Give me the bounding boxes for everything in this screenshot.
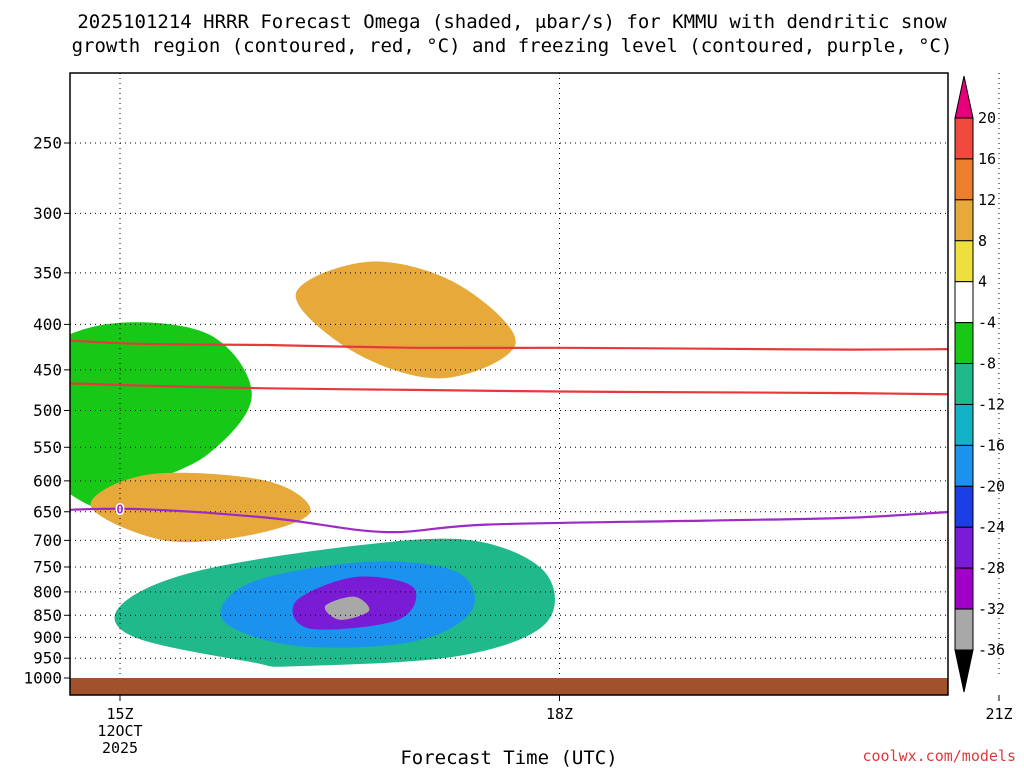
colorbar-label-4: 4 <box>978 273 987 291</box>
x-tick-label-15Z-0: 15Z <box>106 705 133 723</box>
y-tick-label-350: 350 <box>33 263 62 282</box>
y-tick-label-750: 750 <box>33 557 62 576</box>
x-axis-label: Forecast Time (UTC) <box>400 747 617 768</box>
title-line-2: growth region (contoured, red, °C) and f… <box>72 35 953 57</box>
colorbar-band-11 <box>954 567 974 610</box>
colorbar-band-6 <box>954 363 974 405</box>
x-tick-label-21Z-0: 21Z <box>985 705 1012 723</box>
colorbar-label-7: -12 <box>978 395 1005 413</box>
title-line-1: 2025101214 HRRR Forecast Omega (shaded, … <box>77 11 947 33</box>
colorbar-band-9 <box>954 485 974 528</box>
contour-label-bg-1 <box>993 503 1005 517</box>
y-tick-label-500: 500 <box>33 401 62 420</box>
colorbar-label-9: -20 <box>978 477 1005 495</box>
y-tick-label-850: 850 <box>33 606 62 625</box>
ground-surface <box>70 678 948 695</box>
colorbar-label-6: -8 <box>978 355 996 373</box>
y-tick-label-700: 700 <box>33 531 62 550</box>
colorbar-band-1 <box>954 158 974 201</box>
omega-region-6 <box>295 261 516 379</box>
colorbar-top-arrow <box>954 75 974 119</box>
omega-region-5 <box>90 472 311 543</box>
colorbar-band-4 <box>954 281 974 324</box>
colorbar-band-12 <box>954 608 974 651</box>
credit-link[interactable]: coolwx.com/models <box>862 747 1016 765</box>
colorbar-band-7 <box>954 403 974 446</box>
colorbar-label-2: 12 <box>978 191 996 209</box>
contour-label-1: 0 <box>995 503 1002 517</box>
colorbar-band-0 <box>954 117 974 160</box>
colorbar-label-13: -36 <box>978 641 1005 659</box>
omega-region-3 <box>324 596 370 620</box>
y-tick-label-250: 250 <box>33 134 62 153</box>
x-tick-label-18Z-0: 18Z <box>546 705 573 723</box>
colorbar-label-8: -16 <box>978 436 1005 454</box>
colorbar-band-3 <box>954 240 974 283</box>
colorbar-bottom-arrow <box>954 649 974 693</box>
y-tick-label-900: 900 <box>33 628 62 647</box>
x-axis: 15Z12OCT202518Z21Z00Z13OCT03Z06Z <box>97 695 1013 757</box>
title: 2025101214 HRRR Forecast Omega (shaded, … <box>72 11 953 57</box>
y-tick-label-450: 450 <box>33 360 62 379</box>
contour--18 <box>70 339 948 351</box>
y-tick-label-600: 600 <box>33 471 62 490</box>
y-tick-label-300: 300 <box>33 204 62 223</box>
grid-layer <box>70 73 1000 678</box>
y-tick-label-400: 400 <box>33 315 62 334</box>
colorbar-label-3: 8 <box>978 232 987 250</box>
colorbar-band-8 <box>954 444 974 487</box>
contour-0 <box>70 507 948 534</box>
y-tick-label-950: 950 <box>33 649 62 668</box>
colorbar-label-1: 16 <box>978 150 996 168</box>
x-tick-label-15Z-2: 2025 <box>102 739 138 757</box>
colorbar-label-5: -4 <box>978 314 996 332</box>
contour-label-0: 0 <box>116 502 123 516</box>
contour-layer: 000-18-12 <box>70 339 1005 534</box>
plot-frame <box>69 72 949 696</box>
colorbar-band-5 <box>954 322 974 365</box>
colorbar: 20 16 12 8 4 -4 -8 -12 -16 -20 -24 -28 -32 -36 <box>954 75 1005 693</box>
colorbar-label-0: 20 <box>978 109 996 127</box>
colorbar-label-10: -24 <box>978 518 1005 536</box>
y-tick-label-800: 800 <box>33 582 62 601</box>
colorbar-label-11: -28 <box>978 559 1005 577</box>
contour--12 <box>70 382 948 396</box>
y-axis: 250 300 350 400 450 500 550 600 650 700 750 800 850 9… <box>23 134 70 688</box>
omega-region-4 <box>70 322 252 508</box>
y-tick-label-550: 550 <box>33 438 62 457</box>
colorbar-band-2 <box>954 199 974 242</box>
colorbar-label-12: -32 <box>978 600 1005 618</box>
omega-shaded-layer <box>70 261 555 667</box>
x-tick-label-15Z-1: 12OCT <box>97 722 142 740</box>
plot-area: 000-18-12 <box>69 72 1005 696</box>
y-tick-label-1000: 1000 <box>23 669 62 688</box>
colorbar-band-10 <box>954 526 974 569</box>
y-tick-label-650: 650 <box>33 502 62 521</box>
